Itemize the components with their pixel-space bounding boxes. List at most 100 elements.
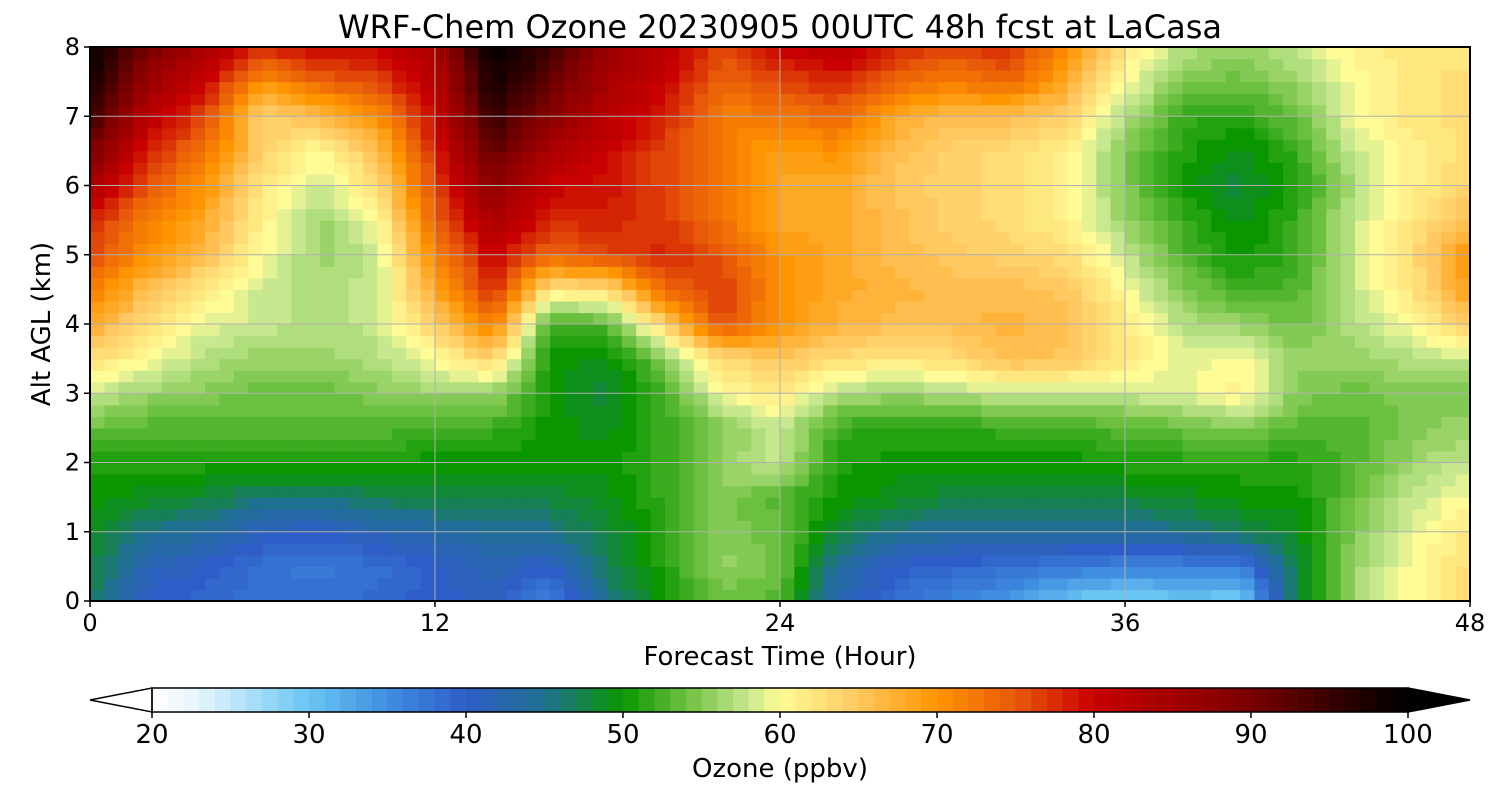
heatmap-cell bbox=[176, 93, 192, 106]
heatmap-cell bbox=[923, 520, 939, 533]
colorbar-segment bbox=[277, 688, 294, 712]
heatmap-cell bbox=[219, 393, 235, 406]
heatmap-cell bbox=[780, 335, 795, 348]
heatmap-cell bbox=[1326, 208, 1342, 221]
heatmap-cell bbox=[205, 439, 220, 452]
heatmap-cell bbox=[1168, 474, 1184, 487]
heatmap-cell bbox=[981, 47, 997, 60]
heatmap-cell bbox=[420, 116, 436, 129]
heatmap-cell bbox=[1096, 358, 1112, 371]
heatmap-cell bbox=[1153, 139, 1169, 152]
heatmap-cell bbox=[1283, 520, 1299, 533]
heatmap-cell bbox=[564, 485, 580, 498]
heatmap-cell bbox=[1441, 312, 1457, 325]
heatmap-cell bbox=[1196, 566, 1212, 579]
heatmap-cell bbox=[291, 254, 307, 267]
heatmap-cell bbox=[665, 208, 680, 221]
heatmap-cell bbox=[1340, 450, 1356, 464]
heatmap-cell bbox=[1398, 531, 1414, 544]
heatmap-cell bbox=[1081, 47, 1097, 60]
heatmap-cell bbox=[1369, 393, 1385, 406]
heatmap-cell bbox=[449, 116, 465, 129]
heatmap-cell bbox=[118, 254, 134, 267]
heatmap-cell bbox=[377, 220, 393, 233]
heatmap-cell bbox=[1254, 300, 1270, 314]
heatmap-cell bbox=[621, 324, 637, 337]
heatmap-cell bbox=[621, 566, 637, 579]
heatmap-cell bbox=[420, 197, 436, 210]
heatmap-cell bbox=[708, 185, 724, 198]
heatmap-cell bbox=[492, 220, 508, 233]
heatmap-cell bbox=[952, 520, 968, 533]
heatmap-cell bbox=[262, 474, 278, 487]
heatmap-cell bbox=[564, 266, 580, 279]
heatmap-cell bbox=[1283, 554, 1299, 567]
heatmap-cell bbox=[1283, 324, 1299, 337]
heatmap-cell bbox=[1240, 243, 1255, 256]
heatmap-cell bbox=[147, 416, 163, 429]
heatmap-cell bbox=[320, 589, 335, 602]
heatmap-cell bbox=[420, 439, 436, 452]
heatmap-cell bbox=[679, 474, 695, 487]
heatmap-cell bbox=[521, 289, 537, 302]
heatmap-cell bbox=[1398, 220, 1414, 233]
heatmap-cell bbox=[909, 508, 925, 521]
heatmap-cell bbox=[391, 173, 407, 187]
colorbar-segment bbox=[1015, 688, 1032, 712]
heatmap-cell bbox=[1340, 370, 1356, 383]
heatmap-cell bbox=[938, 427, 954, 441]
heatmap-cell bbox=[334, 324, 350, 337]
heatmap-cell bbox=[1081, 220, 1097, 233]
heatmap-cell bbox=[118, 347, 134, 360]
heatmap-cell bbox=[1168, 404, 1184, 417]
heatmap-cell bbox=[506, 485, 522, 498]
heatmap-cell bbox=[722, 208, 738, 221]
heatmap-cell bbox=[1125, 393, 1140, 406]
heatmap-cell bbox=[305, 81, 321, 94]
heatmap-cell bbox=[693, 566, 709, 579]
heatmap-cell bbox=[118, 589, 134, 602]
colorbar-segment bbox=[780, 688, 797, 712]
heatmap-cell bbox=[938, 162, 954, 175]
heatmap-cell bbox=[880, 93, 896, 106]
heatmap-cell bbox=[765, 439, 781, 452]
heatmap-cell bbox=[650, 439, 666, 452]
heatmap-cell bbox=[478, 450, 494, 464]
heatmap-cell bbox=[952, 116, 968, 129]
heatmap-cell bbox=[276, 173, 292, 187]
heatmap-cell bbox=[621, 381, 637, 394]
heatmap-cell bbox=[1297, 243, 1313, 256]
heatmap-cell bbox=[219, 300, 235, 314]
heatmap-cell bbox=[1355, 266, 1370, 279]
heatmap-cell bbox=[593, 427, 609, 441]
heatmap-cell bbox=[1311, 266, 1327, 279]
heatmap-cell bbox=[1426, 289, 1442, 302]
heatmap-cell bbox=[1053, 370, 1069, 383]
heatmap-cell bbox=[1268, 93, 1284, 106]
heatmap-cell bbox=[190, 81, 206, 94]
heatmap-cell bbox=[808, 58, 824, 71]
heatmap-cell bbox=[1412, 243, 1428, 256]
colorbar-tick-label: 60 bbox=[763, 720, 796, 750]
heatmap-cell bbox=[506, 462, 522, 475]
heatmap-cell bbox=[305, 231, 321, 244]
heatmap-cell bbox=[736, 289, 752, 302]
heatmap-cell bbox=[1024, 439, 1040, 452]
heatmap-cell bbox=[478, 358, 494, 371]
heatmap-cell bbox=[90, 439, 105, 452]
colorbar-segments bbox=[152, 688, 1409, 712]
heatmap-cell bbox=[420, 254, 436, 267]
heatmap-cell bbox=[621, 300, 637, 314]
heatmap-cell bbox=[1125, 485, 1140, 498]
heatmap-cell bbox=[1383, 347, 1399, 360]
heatmap-cell bbox=[607, 577, 623, 591]
heatmap-cell bbox=[1369, 543, 1385, 556]
heatmap-cell bbox=[736, 220, 752, 233]
heatmap-cell bbox=[391, 589, 407, 602]
heatmap-cell bbox=[435, 589, 450, 602]
heatmap-cell bbox=[866, 577, 882, 591]
heatmap-cell bbox=[751, 577, 767, 591]
heatmap-cell bbox=[938, 277, 954, 290]
heatmap-cell bbox=[938, 347, 954, 360]
heatmap-cell bbox=[1139, 58, 1155, 71]
